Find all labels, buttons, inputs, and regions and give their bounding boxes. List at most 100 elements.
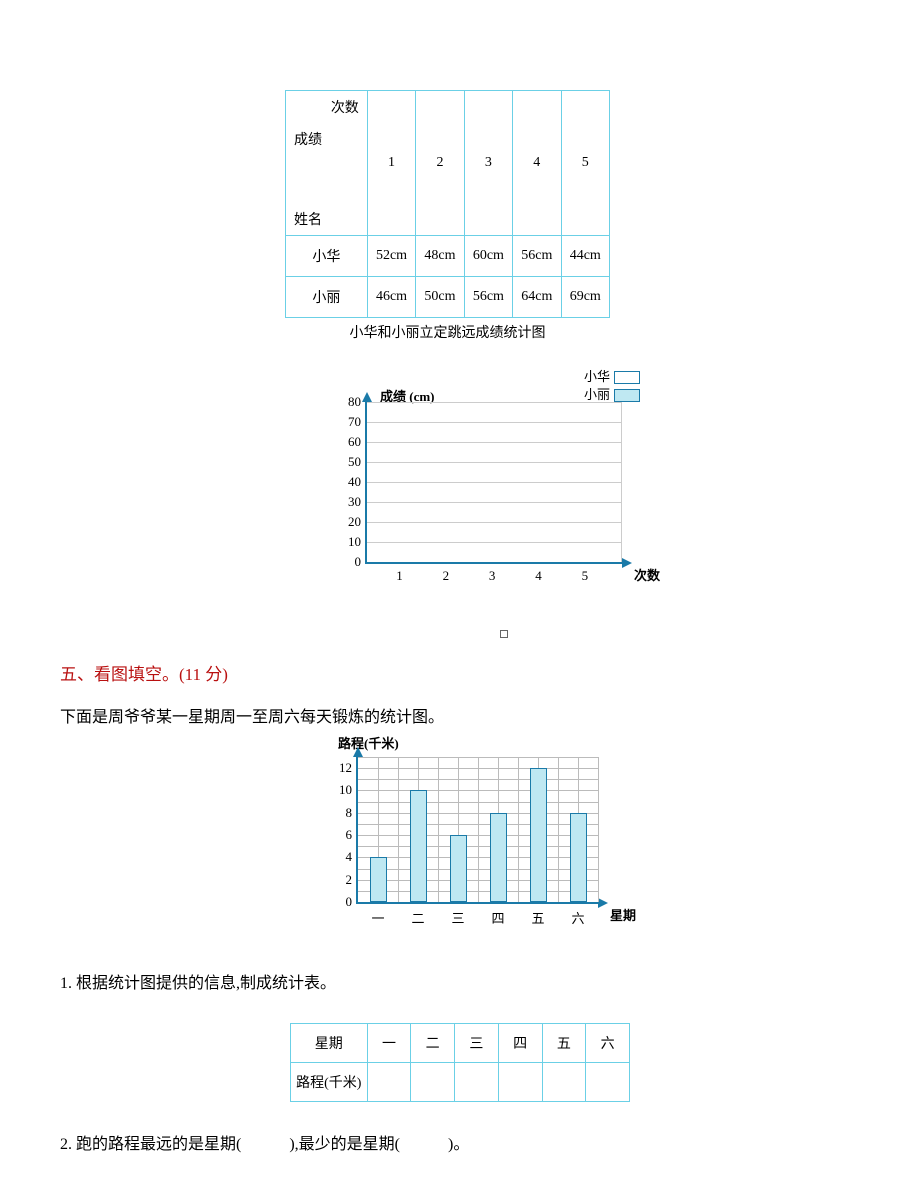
- section5-heading: 五、看图填空。(11 分): [60, 660, 860, 685]
- chart2-xlabel: 星期: [610, 905, 636, 924]
- chart1-ytick: 10: [348, 534, 361, 550]
- table1-cell: 60cm: [464, 236, 512, 277]
- table1-header-cell: 次数 成绩 姓名: [286, 91, 368, 236]
- table2-row1-label: 星期: [291, 1024, 368, 1063]
- table-row: 星期 一 二 三 四 五 六: [291, 1024, 630, 1063]
- chart2-ytick: 4: [346, 849, 353, 865]
- table1-cell: 56cm: [513, 236, 561, 277]
- table1-hdr-score: 成绩: [294, 129, 322, 149]
- chart2-bar: [410, 790, 427, 902]
- table-row: 小华 52cm 48cm 60cm 56cm 44cm: [286, 236, 610, 277]
- question-1: 1. 根据统计图提供的信息,制成统计表。: [60, 969, 860, 993]
- x-arrow-icon: [598, 898, 608, 908]
- table2-col: 一: [367, 1024, 411, 1063]
- table1-col: 5: [561, 91, 610, 236]
- chart2-ytick: 0: [346, 894, 353, 910]
- table1-cell: 52cm: [367, 236, 415, 277]
- small-square-icon: [500, 630, 508, 638]
- chart2-xtick: 三: [451, 908, 464, 927]
- chart1-ytick: 30: [348, 494, 361, 510]
- answer-table: 星期 一 二 三 四 五 六 路程(千米): [290, 1023, 630, 1102]
- chart2-bar: [490, 813, 507, 902]
- chart1-xtick: 3: [489, 568, 496, 584]
- chart1-xtick: 5: [582, 568, 589, 584]
- chart1-legend: 小华 小丽: [584, 368, 640, 404]
- x-arrow-icon: [622, 558, 632, 568]
- chart2-bar: [450, 835, 467, 902]
- chart1-plot: 0102030405060708012345 次数: [365, 402, 622, 564]
- question-2: 2. 跑的路程最远的是星期( ),最少的是星期( )。: [60, 1130, 860, 1154]
- chart2-ytick: 10: [339, 782, 352, 798]
- chart2-ylabel: 路程(千米): [338, 733, 399, 752]
- table1-caption: 小华和小丽立定跳远成绩统计图: [285, 322, 610, 342]
- y-arrow-icon: [362, 392, 372, 402]
- table2: 星期 一 二 三 四 五 六 路程(千米): [290, 1023, 630, 1102]
- table2-blank: [411, 1063, 455, 1102]
- table1-cell: 46cm: [367, 277, 415, 318]
- q2-suffix: )。: [448, 1136, 469, 1153]
- table2-blank: [542, 1063, 586, 1102]
- chart1-ytick: 40: [348, 474, 361, 490]
- q2-mid: ),最少的是星期(: [289, 1136, 400, 1153]
- table1-hdr-times: 次数: [331, 97, 359, 117]
- legend-item: 小华: [584, 368, 640, 386]
- section5-intro: 下面是周爷爷某一星期周一至周六每天锻炼的统计图。: [60, 703, 860, 727]
- table1-rowname: 小华: [286, 236, 368, 277]
- chart1-xlabel: 次数: [634, 565, 660, 584]
- table1-cell: 50cm: [416, 277, 464, 318]
- chart2-xtick: 二: [411, 908, 424, 927]
- table1-hdr-name: 姓名: [294, 209, 322, 229]
- table1-rowname: 小丽: [286, 277, 368, 318]
- y-arrow-icon: [353, 747, 363, 757]
- chart2-xtick: 六: [571, 908, 584, 927]
- table1: 次数 成绩 姓名 1 2 3 4 5 小华 52cm 48cm 60cm 56c…: [285, 90, 610, 318]
- chart2-ytick: 12: [339, 760, 352, 776]
- table1-cell: 56cm: [464, 277, 512, 318]
- chart2-xtick: 四: [491, 908, 504, 927]
- table2-blank: [455, 1063, 499, 1102]
- table1-cell: 64cm: [513, 277, 561, 318]
- chart2-plot: 024681012一二三四五六 星期: [356, 757, 598, 904]
- chart1-ytick: 70: [348, 414, 361, 430]
- chart1-xtick: 1: [396, 568, 403, 584]
- chart2-xtick: 一: [371, 908, 384, 927]
- score-table: 次数 成绩 姓名 1 2 3 4 5 小华 52cm 48cm 60cm 56c…: [285, 90, 610, 318]
- chart1-xtick: 2: [443, 568, 450, 584]
- table2-col: 四: [498, 1024, 542, 1063]
- table-row: 路程(千米): [291, 1063, 630, 1102]
- table1-cell: 69cm: [561, 277, 610, 318]
- chart1-xtick: 4: [535, 568, 542, 584]
- chart1-ytick: 50: [348, 454, 361, 470]
- chart2-ytick: 2: [346, 872, 353, 888]
- table2-blank: [586, 1063, 630, 1102]
- chart1-ytick: 60: [348, 434, 361, 450]
- table2-col: 五: [542, 1024, 586, 1063]
- table1-col: 4: [513, 91, 561, 236]
- chart2-ytick: 8: [346, 805, 353, 821]
- table-row: 小丽 46cm 50cm 56cm 64cm 69cm: [286, 277, 610, 318]
- chart2: 路程(千米) 024681012一二三四五六 星期: [310, 751, 630, 941]
- chart1-ytick: 20: [348, 514, 361, 530]
- chart1: 小华 小丽 成绩 (cm) 0102030405060708012345 次数: [310, 374, 650, 604]
- table2-blank: [367, 1063, 411, 1102]
- table2-col: 二: [411, 1024, 455, 1063]
- table1-col: 2: [416, 91, 464, 236]
- chart1-ytick: 80: [348, 394, 361, 410]
- table2-col: 三: [455, 1024, 499, 1063]
- chart2-xtick: 五: [531, 908, 544, 927]
- legend-swatch: [614, 371, 640, 384]
- table1-col: 3: [464, 91, 512, 236]
- chart2-ytick: 6: [346, 827, 353, 843]
- table1-col: 1: [367, 91, 415, 236]
- table2-row2-label: 路程(千米): [291, 1063, 368, 1102]
- chart2-bar: [530, 768, 547, 902]
- legend-label: 小华: [584, 368, 610, 386]
- chart1-ytick: 0: [355, 554, 362, 570]
- legend-swatch: [614, 389, 640, 402]
- chart2-bar: [570, 813, 587, 902]
- table2-blank: [498, 1063, 542, 1102]
- q2-prefix: 2. 跑的路程最远的是星期(: [60, 1136, 241, 1153]
- table2-col: 六: [586, 1024, 630, 1063]
- chart2-bar: [370, 857, 387, 902]
- table1-cell: 44cm: [561, 236, 610, 277]
